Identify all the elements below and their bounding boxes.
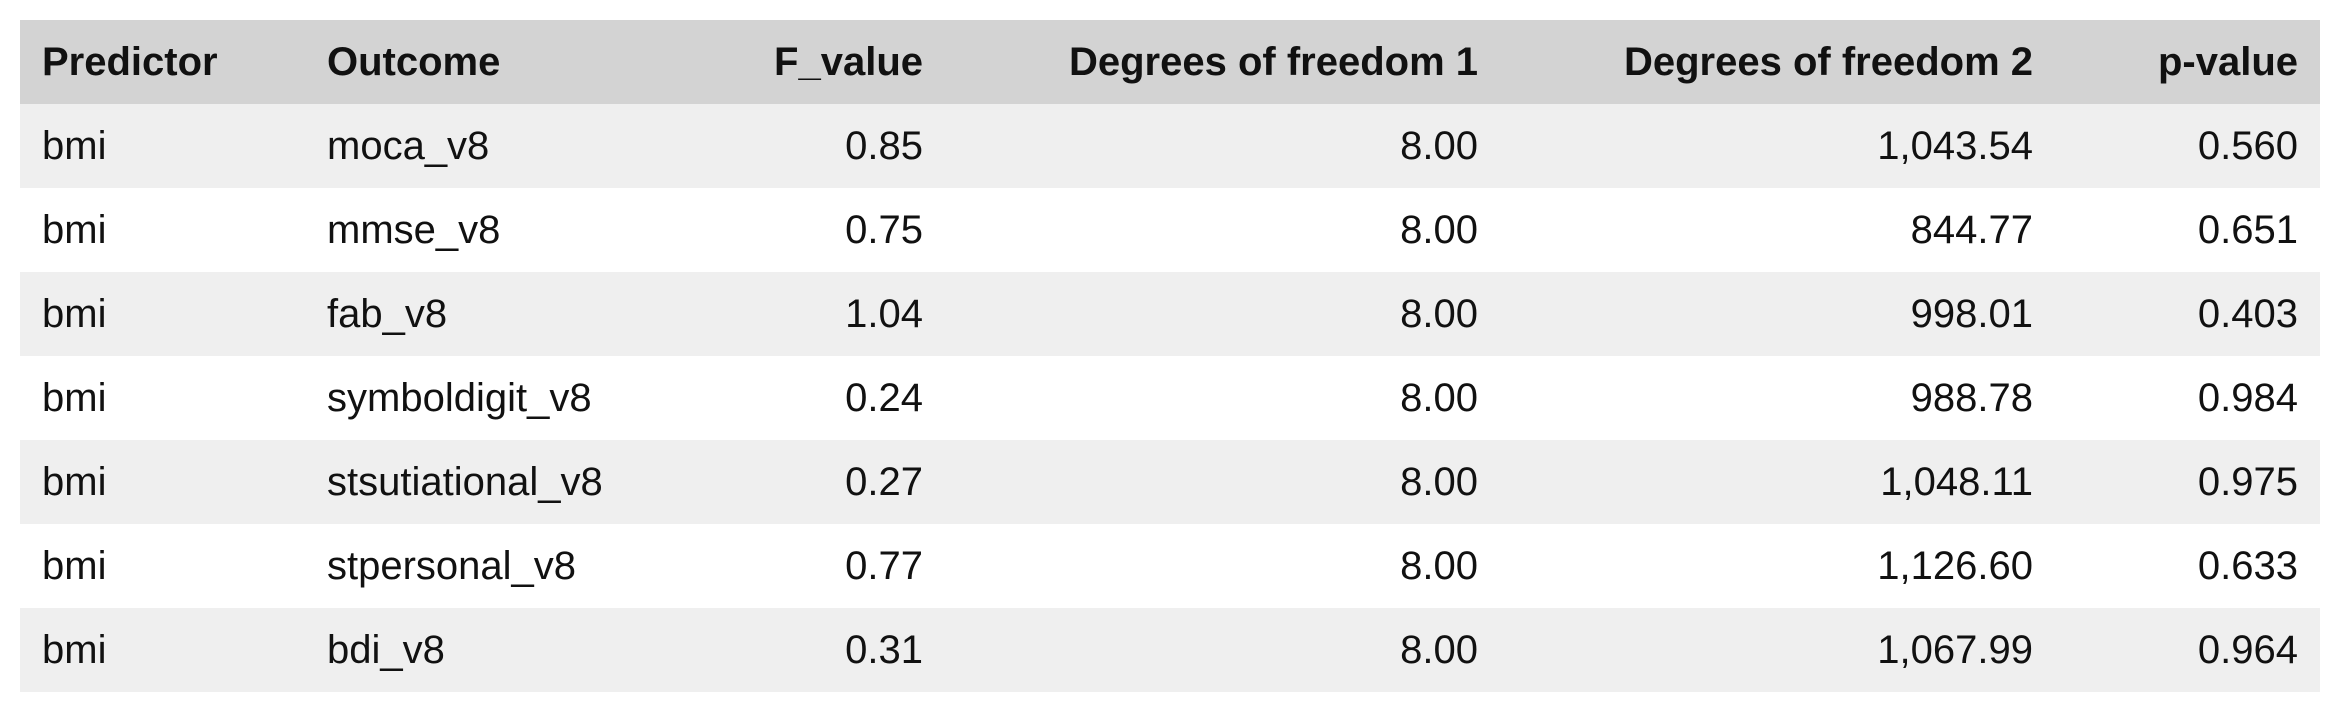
- table-row: bmi fab_v8 1.04 8.00 998.01 0.403: [20, 272, 2320, 356]
- cell-f-value: 0.75: [605, 188, 945, 272]
- table-row: bmi stsutiational_v8 0.27 8.00 1,048.11 0.975: [20, 440, 2320, 524]
- cell-outcome: bdi_v8: [305, 608, 605, 692]
- header-outcome: Outcome: [305, 20, 605, 104]
- table-row: bmi moca_v8 0.85 8.00 1,043.54 0.560: [20, 104, 2320, 188]
- results-table: Predictor Outcome F_value Degrees of fre…: [20, 20, 2320, 692]
- cell-df2: 1,043.54: [1500, 104, 2055, 188]
- header-predictor: Predictor: [20, 20, 305, 104]
- cell-p-value: 0.651: [2055, 188, 2320, 272]
- cell-predictor: bmi: [20, 356, 305, 440]
- cell-predictor: bmi: [20, 440, 305, 524]
- cell-p-value: 0.984: [2055, 356, 2320, 440]
- header-df1: Degrees of freedom 1: [945, 20, 1500, 104]
- header-row: Predictor Outcome F_value Degrees of fre…: [20, 20, 2320, 104]
- cell-p-value: 0.975: [2055, 440, 2320, 524]
- cell-outcome: symboldigit_v8: [305, 356, 605, 440]
- cell-df1: 8.00: [945, 272, 1500, 356]
- cell-df2: 998.01: [1500, 272, 2055, 356]
- table-body: bmi moca_v8 0.85 8.00 1,043.54 0.560 bmi mmse_v…: [20, 104, 2320, 692]
- results-table-container: Predictor Outcome F_value Degrees of fre…: [20, 20, 2320, 692]
- cell-p-value: 0.560: [2055, 104, 2320, 188]
- header-df2: Degrees of freedom 2: [1500, 20, 2055, 104]
- table-header: Predictor Outcome F_value Degrees of fre…: [20, 20, 2320, 104]
- cell-df1: 8.00: [945, 440, 1500, 524]
- cell-df1: 8.00: [945, 608, 1500, 692]
- table-row: bmi mmse_v8 0.75 8.00 844.77 0.651: [20, 188, 2320, 272]
- header-f-value: F_value: [605, 20, 945, 104]
- table-row: bmi symboldigit_v8 0.24 8.00 988.78 0.984: [20, 356, 2320, 440]
- cell-f-value: 0.27: [605, 440, 945, 524]
- cell-predictor: bmi: [20, 272, 305, 356]
- cell-df1: 8.00: [945, 524, 1500, 608]
- cell-f-value: 0.24: [605, 356, 945, 440]
- cell-df2: 988.78: [1500, 356, 2055, 440]
- table-row: bmi stpersonal_v8 0.77 8.00 1,126.60 0.633: [20, 524, 2320, 608]
- cell-df1: 8.00: [945, 356, 1500, 440]
- cell-df1: 8.00: [945, 188, 1500, 272]
- cell-p-value: 0.964: [2055, 608, 2320, 692]
- cell-df2: 1,067.99: [1500, 608, 2055, 692]
- cell-outcome: moca_v8: [305, 104, 605, 188]
- cell-outcome: mmse_v8: [305, 188, 605, 272]
- cell-p-value: 0.403: [2055, 272, 2320, 356]
- cell-df1: 8.00: [945, 104, 1500, 188]
- table-row: bmi bdi_v8 0.31 8.00 1,067.99 0.964: [20, 608, 2320, 692]
- header-p-value: p-value: [2055, 20, 2320, 104]
- cell-df2: 1,048.11: [1500, 440, 2055, 524]
- cell-predictor: bmi: [20, 608, 305, 692]
- cell-outcome: stsutiational_v8: [305, 440, 605, 524]
- cell-p-value: 0.633: [2055, 524, 2320, 608]
- cell-df2: 844.77: [1500, 188, 2055, 272]
- cell-outcome: stpersonal_v8: [305, 524, 605, 608]
- cell-predictor: bmi: [20, 188, 305, 272]
- cell-f-value: 0.77: [605, 524, 945, 608]
- cell-f-value: 1.04: [605, 272, 945, 356]
- cell-f-value: 0.85: [605, 104, 945, 188]
- cell-df2: 1,126.60: [1500, 524, 2055, 608]
- cell-f-value: 0.31: [605, 608, 945, 692]
- cell-outcome: fab_v8: [305, 272, 605, 356]
- cell-predictor: bmi: [20, 104, 305, 188]
- cell-predictor: bmi: [20, 524, 305, 608]
